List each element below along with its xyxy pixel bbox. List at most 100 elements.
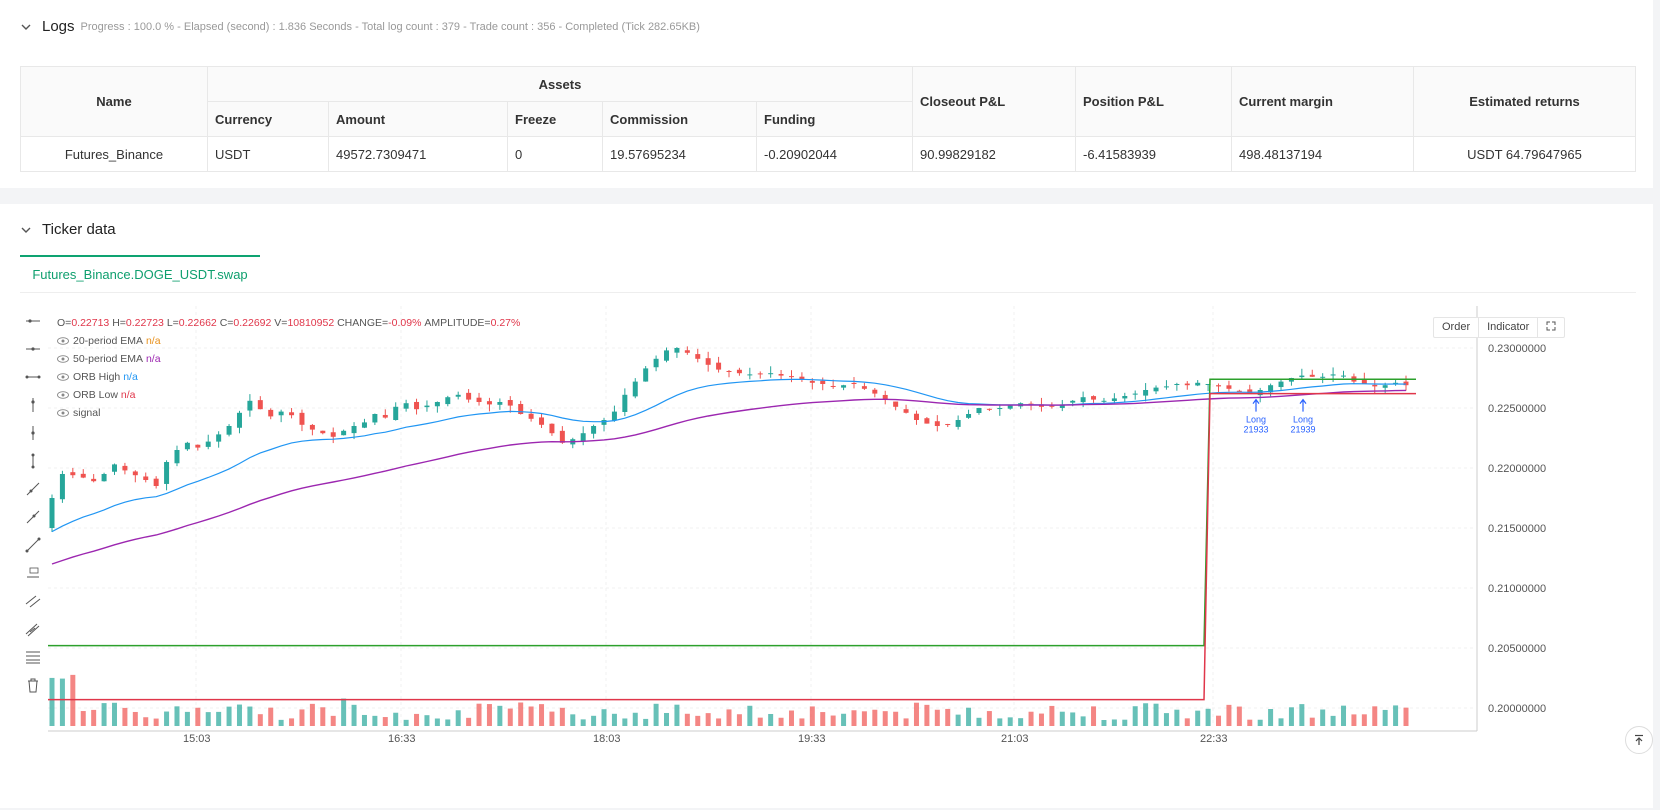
signal-arrow [1252,398,1260,412]
x-tick-label: 22:33 [1200,733,1228,745]
candle-body [414,401,420,410]
volume-bar [861,711,867,726]
vertical-line-icon[interactable] [22,422,44,444]
eye-icon[interactable] [57,337,69,345]
candle-body [601,420,607,425]
volume-bar [361,714,367,726]
candle-body [1361,379,1367,384]
chevron-down-icon[interactable] [20,21,32,33]
chart-button-group: Order Indicator [1433,317,1566,338]
order-button[interactable]: Order [1434,318,1480,337]
candlestick-chart[interactable]: 0.23000000 0.22500000 0.22000000 0.21500000… [48,306,1565,789]
eye-icon[interactable] [57,391,69,399]
volume-bar [820,712,826,726]
candle-body [580,433,586,442]
fibonacci-icon[interactable] [22,646,44,668]
volume-bar [1226,704,1232,726]
tab-divider [20,292,1636,293]
volume-bar [1195,710,1201,726]
volume-bar [695,715,701,726]
candle-body [1007,405,1013,409]
volume-bar [913,702,919,726]
x-tick-label: 15:03 [183,733,211,745]
volume-bar [1070,712,1076,726]
open-label: O= [57,317,72,329]
volume-bar [205,712,211,726]
tab-doge-usdt-swap[interactable]: Futures_Binance.DOGE_USDT.swap [20,255,260,291]
candle-body [1101,400,1107,402]
horizontal-segment-icon[interactable] [22,366,44,388]
legend-ema50[interactable]: 50-period EMA n/a [57,350,520,368]
fullscreen-icon[interactable] [1538,318,1564,337]
volume-bar [1393,705,1399,726]
candle-body [403,403,409,409]
open-value: 0.22713 [71,317,110,329]
table-row: Futures_Binance USDT 49572.7309471 0 19.… [20,136,1636,172]
volume-bar [1268,709,1274,726]
candle-body [122,465,128,471]
horizontal-ray-icon[interactable] [22,310,44,332]
legend-orb-low[interactable]: ORB Low n/a [57,386,520,404]
candle-body [1278,381,1284,388]
logs-header[interactable]: Logs Progress : 100.0 % - Elapsed (secon… [20,18,700,35]
ticker-header[interactable]: Ticker data [20,221,116,238]
candle-body [1132,393,1138,395]
cell-freeze: 0 [507,136,603,172]
volume-bar [622,718,628,726]
candle-body [289,412,295,416]
volume-bar [518,702,524,726]
volume-bar [976,717,982,726]
volume-bar [497,705,503,726]
vertical-ray-icon[interactable] [22,394,44,416]
volume-bar [1299,704,1305,726]
assets-table: Name Assets Closeout P&L Position P&L Cu… [20,66,1636,172]
horizontal-line-icon[interactable] [22,338,44,360]
chevron-down-icon[interactable] [20,224,32,236]
trash-icon[interactable] [22,674,44,696]
candle-body [132,471,138,476]
volume-bar [830,715,836,726]
volume-bar [1143,703,1149,726]
volume-bar [195,707,201,726]
back-to-top-icon[interactable] [1625,726,1653,754]
candle-body [945,424,951,426]
eye-icon[interactable] [57,373,69,381]
volume-bar [1049,705,1055,726]
volume-bar [1132,706,1138,726]
trend-line-icon[interactable] [22,478,44,500]
candle-body [1216,385,1222,387]
volume-bar [684,713,690,726]
eye-icon[interactable] [57,409,69,417]
indicator-button[interactable]: Indicator [1479,318,1539,337]
candle-body [372,414,378,423]
segment-line-icon[interactable] [22,534,44,556]
pitchfork-icon[interactable] [22,618,44,640]
candle-body [1236,390,1242,392]
volume-bar [882,711,888,726]
candle-body [1205,384,1211,385]
candle-body [268,409,274,417]
volume-bar [1382,709,1388,726]
candle-body [632,381,638,397]
candle-body [778,373,784,376]
volume-bar [351,704,357,726]
candle-body [455,394,461,397]
legend-ema20[interactable]: 20-period EMA n/a [57,332,520,350]
candle-body [768,373,774,375]
legend-orb-high[interactable]: ORB High n/a [57,368,520,386]
volume-bar [434,718,440,726]
y-tick-label: 0.22500000 [1488,403,1546,415]
candle-body [518,404,524,414]
volume-bar [570,714,576,726]
candle-body [788,376,794,378]
parallel-channel-icon[interactable] [22,590,44,612]
legend-signal[interactable]: signal [57,404,520,422]
ray-line-icon[interactable] [22,506,44,528]
candle-body [320,430,326,434]
volume-bar [299,709,305,726]
y-tick-label: 0.20000000 [1488,703,1546,715]
candle-body [507,400,513,406]
eye-icon[interactable] [57,355,69,363]
price-label-icon[interactable] [22,562,44,584]
vertical-segment-icon[interactable] [22,450,44,472]
